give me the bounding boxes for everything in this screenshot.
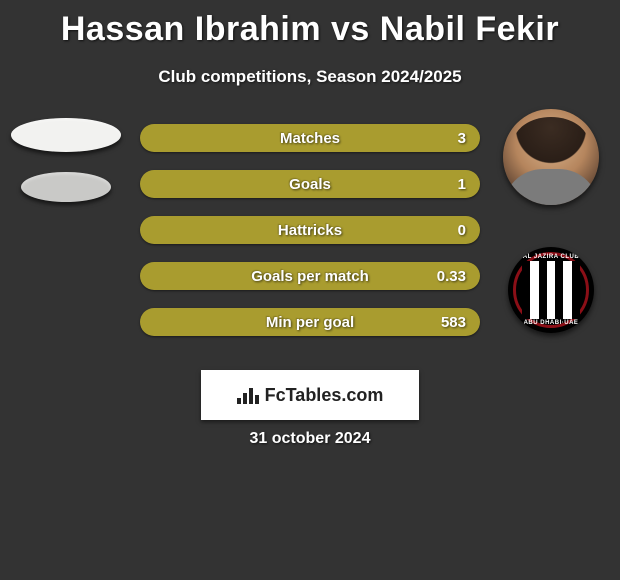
stat-label: Min per goal	[140, 314, 480, 331]
stat-bar: Goals1	[140, 170, 480, 198]
stats-area: Matches3Goals1Hattricks0Goals per match0…	[140, 124, 480, 354]
club-stripe	[555, 261, 563, 319]
club-stripe	[572, 261, 580, 319]
club-stripe	[539, 261, 547, 319]
club-badge-text-top: AL JAZIRA CLUB	[508, 254, 594, 260]
player-photo	[503, 109, 599, 205]
club-stripe	[522, 261, 530, 319]
date-text: 31 october 2024	[0, 430, 620, 448]
left-placeholder-oval	[21, 172, 111, 202]
brand-chart-icon	[237, 386, 259, 404]
stat-label: Goals	[140, 176, 480, 193]
page-title: Hassan Ibrahim vs Nabil Fekir	[0, 0, 620, 49]
club-stripe	[547, 261, 555, 319]
club-badge-text-bot: ABU DHABI·UAE	[508, 320, 594, 326]
stat-bar: Hattricks0	[140, 216, 480, 244]
brand-watermark: FcTables.com	[201, 370, 419, 420]
stat-value: 0.33	[437, 268, 466, 285]
subtitle: Club competitions, Season 2024/2025	[0, 67, 620, 87]
club-badge-stripes	[522, 261, 580, 319]
stat-value: 583	[441, 314, 466, 331]
left-placeholder-oval	[11, 118, 121, 152]
club-stripe	[563, 261, 571, 319]
club-badge: AL JAZIRA CLUB ABU DHABI·UAE	[508, 247, 594, 333]
stat-label: Goals per match	[140, 268, 480, 285]
stat-value: 0	[458, 222, 466, 239]
stat-bar: Matches3	[140, 124, 480, 152]
stat-value: 3	[458, 130, 466, 147]
stat-bar: Goals per match0.33	[140, 262, 480, 290]
stat-label: Matches	[140, 130, 480, 147]
right-player-column: AL JAZIRA CLUB ABU DHABI·UAE	[496, 109, 606, 333]
club-stripe	[530, 261, 538, 319]
stat-bar: Min per goal583	[140, 308, 480, 336]
stat-label: Hattricks	[140, 222, 480, 239]
brand-label: FcTables.com	[265, 385, 384, 406]
stat-value: 1	[458, 176, 466, 193]
left-player-column	[6, 118, 126, 222]
